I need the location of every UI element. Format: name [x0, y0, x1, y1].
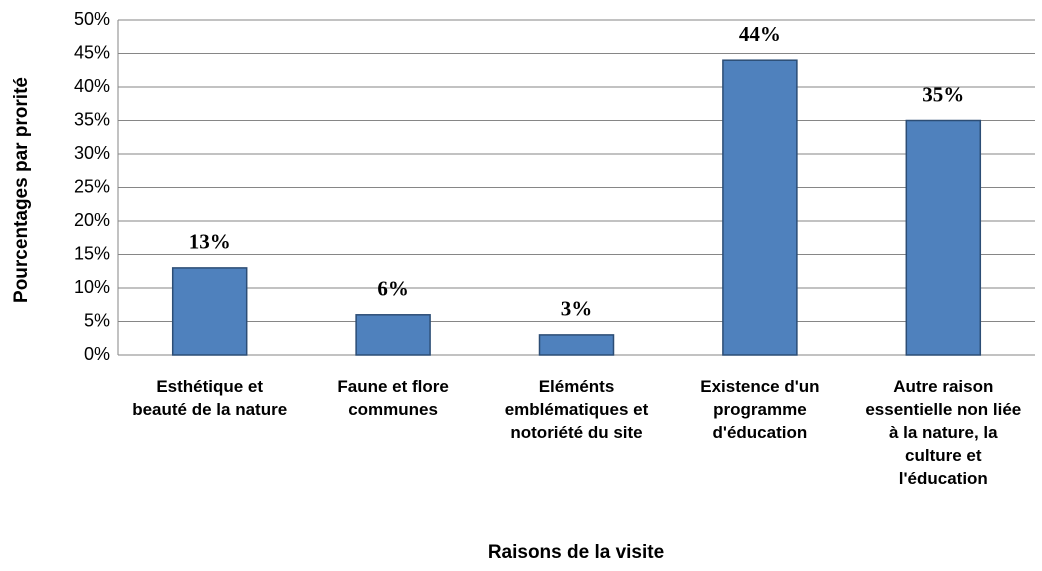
y-tick-label: 0% — [84, 344, 110, 364]
x-tick-label: Esthétique et beauté de la nature — [132, 377, 288, 419]
y-tick-label: 45% — [74, 42, 110, 62]
x-axis-title: Raisons de la visite — [488, 542, 664, 563]
y-tick-label: 20% — [74, 210, 110, 230]
x-tick-label: Eléménts emblématiques et notoriété du s… — [504, 377, 649, 442]
y-tick-label: 15% — [74, 243, 110, 263]
x-tick-label: Faune et flore communes — [337, 377, 449, 419]
y-tick-label: 50% — [74, 9, 110, 29]
bar — [171, 267, 248, 356]
data-label: 13% — [189, 230, 231, 254]
bar — [355, 314, 431, 356]
y-tick-label: 10% — [74, 277, 110, 297]
bar — [538, 334, 615, 356]
bar — [905, 119, 982, 356]
bar — [722, 59, 798, 356]
data-label: 35% — [922, 82, 964, 106]
y-tick-label: 30% — [74, 143, 110, 163]
y-axis-title: Pourcentages par prorité — [11, 77, 32, 303]
data-label: 3% — [561, 297, 593, 321]
y-tick-label: 5% — [84, 310, 110, 330]
data-label: 44% — [739, 22, 781, 46]
data-label: 6% — [377, 277, 409, 301]
y-tick-label: 40% — [74, 76, 110, 96]
x-tick-label: Existence d'un programme d'éducation — [700, 377, 820, 442]
y-tick-label: 25% — [74, 176, 110, 196]
y-tick-label: 35% — [74, 109, 110, 129]
x-tick-label: Autre raison essentielle non liée à la n… — [865, 377, 1022, 488]
